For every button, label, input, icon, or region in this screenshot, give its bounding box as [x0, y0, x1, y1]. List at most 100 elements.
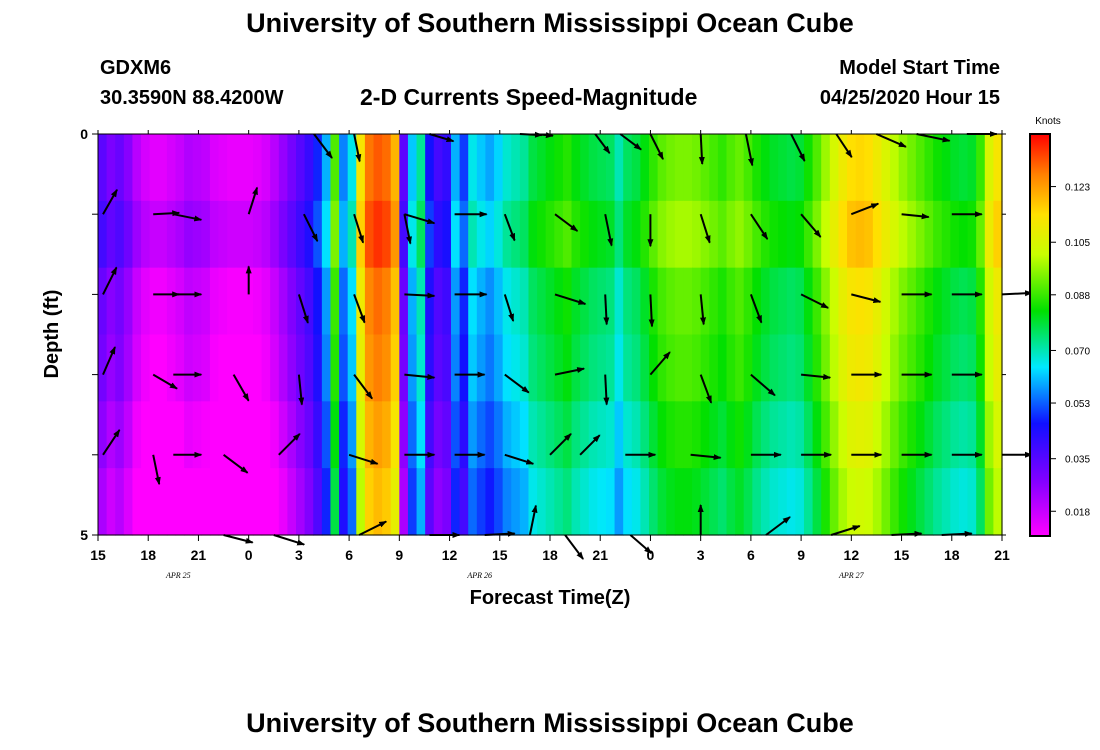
heatmap-cell [313, 401, 323, 469]
heatmap-cell [717, 200, 728, 269]
heatmap-cell [864, 267, 874, 336]
heatmap-cell [502, 200, 512, 269]
heatmap-cell [855, 468, 865, 536]
heatmap-cell [562, 468, 573, 536]
heatmap-cell [692, 468, 702, 536]
heatmap-cell [950, 401, 960, 469]
heatmap-cell [597, 468, 607, 536]
heatmap-cell [821, 267, 831, 336]
heatmap-cell [709, 334, 719, 402]
x-tick-label: 18 [140, 547, 156, 563]
heatmap-cell [795, 267, 805, 336]
heatmap-cell [175, 334, 185, 402]
current-vector [353, 213, 365, 244]
current-vector [699, 213, 711, 244]
heatmap-cell [743, 200, 753, 269]
heatmap-cell [347, 134, 357, 202]
heatmap-cell [855, 267, 865, 336]
heatmap-cell [123, 401, 134, 469]
heatmap-cell [313, 468, 323, 536]
heatmap-cell [881, 267, 891, 336]
current-vector [403, 214, 412, 245]
heatmap-cell [476, 267, 487, 336]
heatmap-cell [562, 200, 573, 269]
heatmap-cell [907, 468, 917, 536]
heatmap-cell [364, 334, 375, 402]
heatmap-cell [485, 134, 495, 202]
heatmap-cell [528, 200, 538, 269]
heatmap-cell [416, 334, 426, 402]
heatmap-cell [735, 468, 745, 536]
current-vector [916, 133, 951, 143]
heatmap-cell [950, 334, 960, 402]
heatmap-cell [545, 334, 555, 402]
x-tick-label: 21 [191, 547, 207, 563]
current-vector [503, 294, 515, 322]
current-vector [152, 373, 178, 390]
y-tick-label: 5 [80, 527, 88, 543]
current-vector [579, 434, 601, 456]
heatmap-cell [554, 401, 564, 469]
heatmap-cell [442, 401, 452, 469]
date-label: APR 26 [466, 571, 492, 580]
heatmap-cell [115, 468, 125, 536]
heatmap-cell [313, 267, 323, 336]
heatmap-cell [494, 401, 504, 469]
heatmap-cell [640, 468, 650, 536]
heatmap-cell [502, 334, 512, 402]
heatmap-cell [890, 267, 900, 336]
heatmap-cell [433, 468, 443, 536]
heatmap-cell [218, 334, 228, 402]
heatmap-cell [752, 401, 762, 469]
heatmap-cell [459, 134, 469, 202]
heatmap-cell [519, 267, 530, 336]
current-vector [152, 454, 161, 486]
heatmap-cell [984, 401, 994, 469]
heatmap-cell [425, 334, 435, 402]
current-vector [594, 133, 611, 154]
current-vector [404, 213, 436, 225]
heatmap-cell [958, 401, 969, 469]
heatmap-cell [898, 200, 908, 269]
heatmap-cell [907, 134, 917, 202]
heatmap-cell [545, 200, 555, 269]
heatmap-cell [519, 200, 530, 269]
heatmap-cell [218, 267, 228, 336]
heatmap-cell [623, 200, 633, 269]
heatmap-cell [537, 200, 547, 269]
heatmap-cell [382, 468, 392, 536]
heatmap-cell [554, 134, 564, 202]
heatmap-cell [278, 267, 289, 336]
heatmap-cell [666, 134, 676, 202]
heatmap-cell [364, 134, 375, 202]
current-vector [649, 133, 664, 161]
heatmap-cell [416, 200, 426, 269]
page-footer-title: University of Southern Mississippi Ocean… [246, 708, 854, 738]
heatmap-cell [855, 401, 865, 469]
heatmap-cell [692, 200, 702, 269]
heatmap-cell [450, 334, 461, 402]
heatmap-cell [640, 267, 650, 336]
heatmap-cell [967, 468, 977, 536]
heatmap-cell [898, 401, 908, 469]
heatmap-cell [433, 401, 443, 469]
heatmap-cell [192, 334, 202, 402]
heatmap-cell [657, 134, 667, 202]
heatmap-cell [261, 334, 271, 402]
heatmap-cell [511, 334, 521, 402]
heatmap-cell [494, 334, 504, 402]
heatmap-cell [838, 401, 848, 469]
heatmap-cell [786, 334, 796, 402]
heatmap-cell [683, 468, 693, 536]
heatmap-cell [881, 334, 891, 402]
heatmap-cell [700, 200, 710, 269]
heatmap-cell [364, 267, 375, 336]
heatmap-cell [519, 334, 530, 402]
heatmap-cell [106, 334, 116, 402]
heatmap-cell [597, 401, 607, 469]
heatmap-cell [106, 267, 116, 336]
heatmap-cell [872, 468, 883, 536]
heatmap-cell [321, 267, 332, 336]
heatmap-cell [700, 401, 710, 469]
current-vector [603, 374, 610, 406]
